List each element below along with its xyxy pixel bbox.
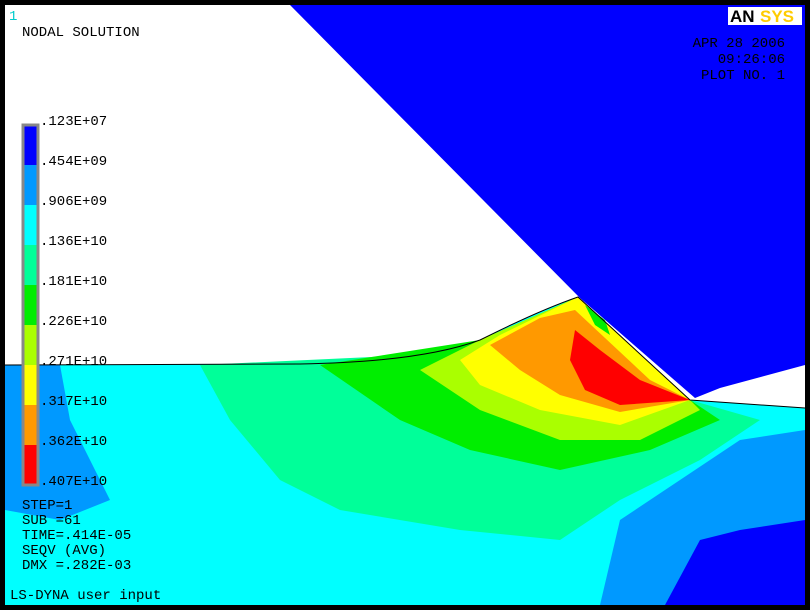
logo-box [728,7,802,25]
info-line: SUB =61 [22,513,81,529]
legend-swatch [23,205,38,245]
footer: LS-DYNA user input [10,588,161,604]
legend-label: .407E+10 [40,474,107,490]
legend-label: .123E+07 [40,114,107,130]
info-line: SEQV (AVG) [22,543,106,559]
legend-swatch [23,125,38,165]
legend-swatch [23,325,38,365]
info-line: DMX =.282E-03 [22,558,131,574]
plot-title: NODAL SOLUTION [22,25,140,41]
legend: .123E+07 .454E+09 .906E+09 .136E+10 .181E+10… [21,114,107,490]
legend-border [21,123,40,487]
info-line: TIME=.414E-05 [22,528,131,544]
logo-sys: SYS [760,7,794,26]
legend-swatch [23,285,38,325]
cutting-tool [290,5,805,398]
legend-label: .317E+10 [40,394,107,410]
info-line: STEP=1 [22,498,72,514]
legend-label: .454E+09 [40,154,107,170]
surface-outline [4,296,806,409]
contour-field [4,296,806,605]
plot-number: PLOT NO. 1 [701,68,785,84]
legend-label: .226E+10 [40,314,107,330]
legend-swatch [23,365,38,405]
legend-label: .271E+10 [40,354,107,370]
legend-swatch [23,245,38,285]
region-red [570,330,690,405]
legend-label: .906E+09 [40,194,107,210]
region-green [585,305,610,335]
plot-date: APR 28 2006 [693,36,785,52]
legend-swatch [23,405,38,445]
window-number: 1 [9,9,17,25]
plot-time: 09:26:06 [718,52,785,68]
legend-swatch [23,445,38,485]
legend-swatch [23,165,38,205]
logo-an: AN [730,7,755,26]
legend-label: .362E+10 [40,434,107,450]
legend-label: .136E+10 [40,234,107,250]
region-deep-blue [665,520,805,605]
legend-label: .181E+10 [40,274,107,290]
